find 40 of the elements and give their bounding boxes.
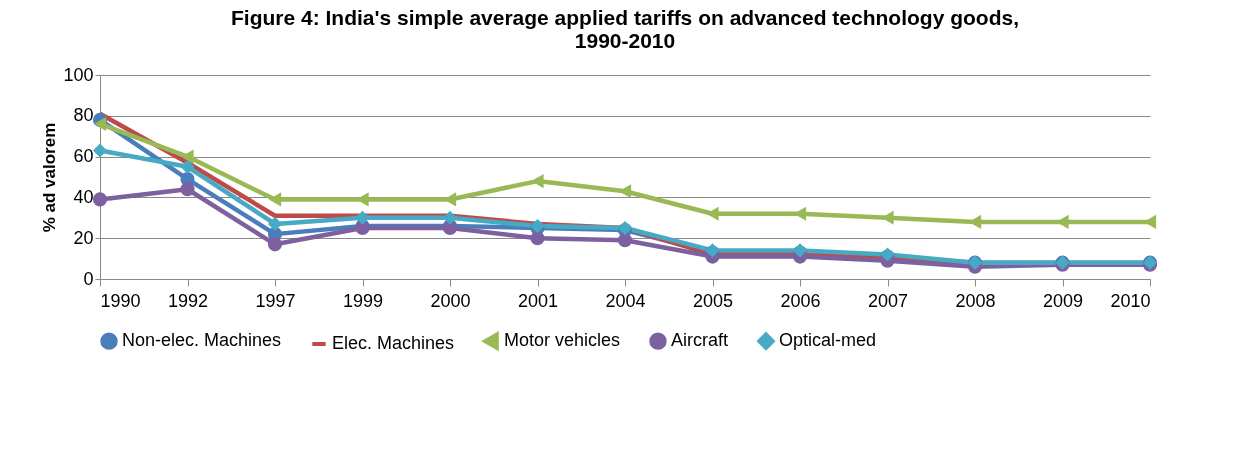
point — [181, 149, 194, 164]
x-tick-label: 1992 — [167, 290, 209, 311]
point — [92, 143, 108, 158]
legend-label: Motor vehicles — [504, 330, 621, 351]
x-tick-label: 2001 — [517, 290, 559, 311]
x-tick-label: 2004 — [605, 290, 646, 311]
point — [93, 116, 107, 132]
x-tick-label: 2007 — [867, 290, 909, 311]
legend-label: Elec. Machines — [332, 333, 455, 353]
x-tick-label: 2000 — [430, 290, 471, 311]
point — [267, 237, 283, 252]
point — [180, 182, 195, 197]
x-tick-label: 2009 — [1042, 290, 1084, 311]
legend-label: Optical-med — [779, 330, 877, 351]
x-tick-label: 2010 — [1110, 290, 1151, 311]
point — [531, 174, 544, 189]
x-tick-label: 1997 — [255, 290, 296, 311]
y-tick-label: 0 — [83, 268, 94, 289]
y-tick-label: 40 — [73, 186, 94, 207]
x-tick-label: 1999 — [342, 290, 384, 311]
x-tick-label: 2008 — [955, 290, 996, 311]
point — [706, 206, 719, 221]
legend-label: Non-elec. Machines — [122, 330, 282, 351]
point — [92, 192, 108, 207]
point — [355, 210, 370, 225]
y-tick-label: 100 — [63, 64, 94, 85]
point — [267, 216, 283, 231]
y-tick-label: 20 — [73, 227, 94, 248]
x-tick-label: 1990 — [100, 290, 141, 311]
legend-label: Aircraft — [671, 330, 729, 351]
point — [617, 233, 633, 248]
y-axis-title: % ad valorem — [40, 122, 60, 233]
x-tick-label: 2005 — [692, 290, 734, 311]
y-tick-label: 60 — [73, 146, 94, 167]
chart-title: Figure 4: India's simple average applied tariffs on advanced technology goods, 1990-2010 — [230, 6, 1020, 52]
y-tick-label: 80 — [73, 105, 94, 126]
x-tick-label: 2006 — [780, 290, 821, 311]
point — [180, 159, 195, 174]
point — [530, 231, 545, 246]
point — [268, 192, 282, 207]
